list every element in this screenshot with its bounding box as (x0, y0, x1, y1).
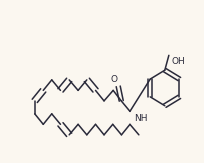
Text: O: O (110, 75, 117, 84)
Text: NH: NH (134, 114, 148, 123)
Text: OH: OH (172, 57, 186, 66)
